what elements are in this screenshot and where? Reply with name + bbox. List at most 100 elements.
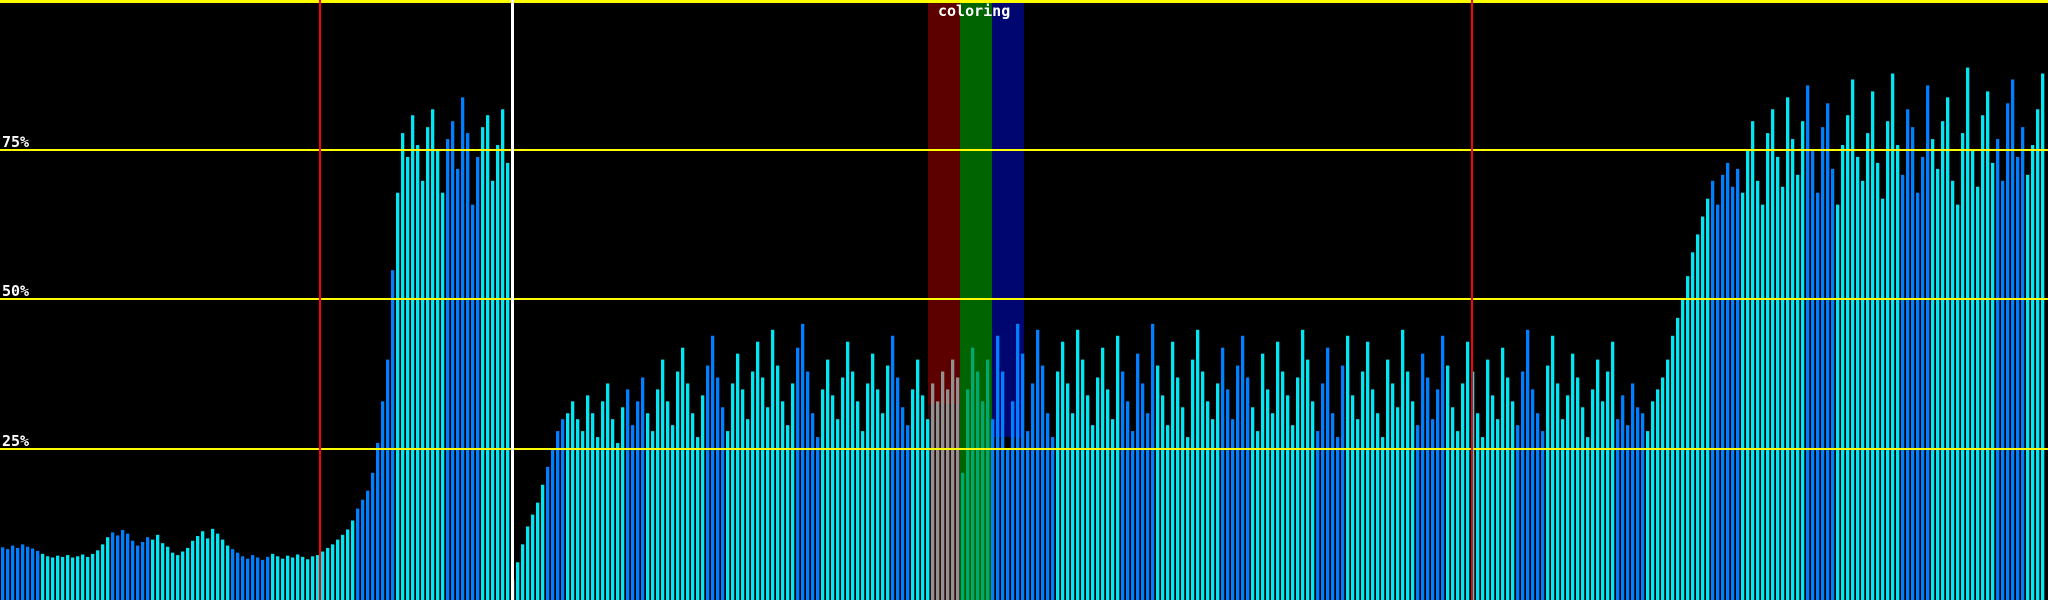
bar [781,401,785,600]
bar [651,431,655,600]
bar [1621,395,1625,600]
bar [1716,204,1720,600]
bar [481,127,485,600]
bar [606,383,610,600]
bar [1796,174,1800,600]
bar [1511,401,1515,600]
bar [91,553,95,600]
bar [691,413,695,600]
bar [2021,127,2025,600]
bar [1451,407,1455,600]
bar [896,377,900,600]
bar [1696,234,1700,600]
bar [216,533,220,600]
bar [526,526,530,600]
bar [1636,407,1640,600]
gridline [0,298,2048,300]
bar [1021,353,1025,600]
bar [1596,359,1600,600]
bar [1331,413,1335,600]
bar [586,395,590,600]
bar [66,555,70,600]
bar [1771,109,1775,600]
bar [1941,121,1945,600]
bar [56,555,60,600]
bar [381,401,385,600]
bar [1981,115,1985,600]
bar [1921,156,1925,600]
bar [1761,204,1765,600]
bar [561,419,565,600]
bar [1676,317,1680,600]
bar [1091,425,1095,600]
bar [1786,97,1790,600]
bar [1171,341,1175,600]
bar [591,413,595,600]
bar [1341,365,1345,600]
bar [1661,377,1665,600]
bar [131,540,135,600]
bar [371,472,375,600]
bar [741,389,745,600]
bar [806,371,810,600]
gridline [0,0,2048,3]
bar [1736,168,1740,600]
bar [541,484,545,600]
bar [1476,413,1480,600]
bar [116,535,120,600]
bar [1266,389,1270,600]
bar [1996,139,2000,600]
bar [801,323,805,600]
bar [1166,425,1170,600]
bar [956,377,960,600]
bar [546,466,550,600]
bar [1561,419,1565,600]
bar [1201,371,1205,600]
bar [206,538,210,600]
bar [1261,353,1265,600]
bar [386,359,390,600]
bar [966,389,970,600]
bar [1801,121,1805,600]
bar [556,431,560,600]
bar [86,556,90,600]
bar [41,553,45,600]
bar [656,389,660,600]
bar [1041,365,1045,600]
bar [406,156,410,600]
bar [1081,359,1085,600]
bar [261,559,265,600]
event-line-1 [319,0,321,600]
bar [21,544,25,600]
bar [6,549,10,600]
bar [1871,91,1875,600]
bar [1186,437,1190,600]
bar [1251,407,1255,600]
bar [581,431,585,600]
bar [1611,341,1615,600]
bar [1726,162,1730,600]
bar [2036,109,2040,600]
bar [1861,180,1865,600]
bar [271,553,275,600]
bar [641,377,645,600]
bar [1321,383,1325,600]
bar [346,529,350,600]
bar [211,528,215,600]
bar [401,133,405,600]
bar [456,168,460,600]
bar [1336,437,1340,600]
bar [916,359,920,600]
bar [411,115,415,600]
bar [1366,341,1370,600]
labels: 75% 50% 25% coloring [2,2,1010,450]
bar [1406,371,1410,600]
bar [1131,431,1135,600]
bar [571,401,575,600]
bar [436,151,440,600]
bar [1441,335,1445,600]
bar [1686,276,1690,600]
bar [1756,180,1760,600]
bar [1906,109,1910,600]
